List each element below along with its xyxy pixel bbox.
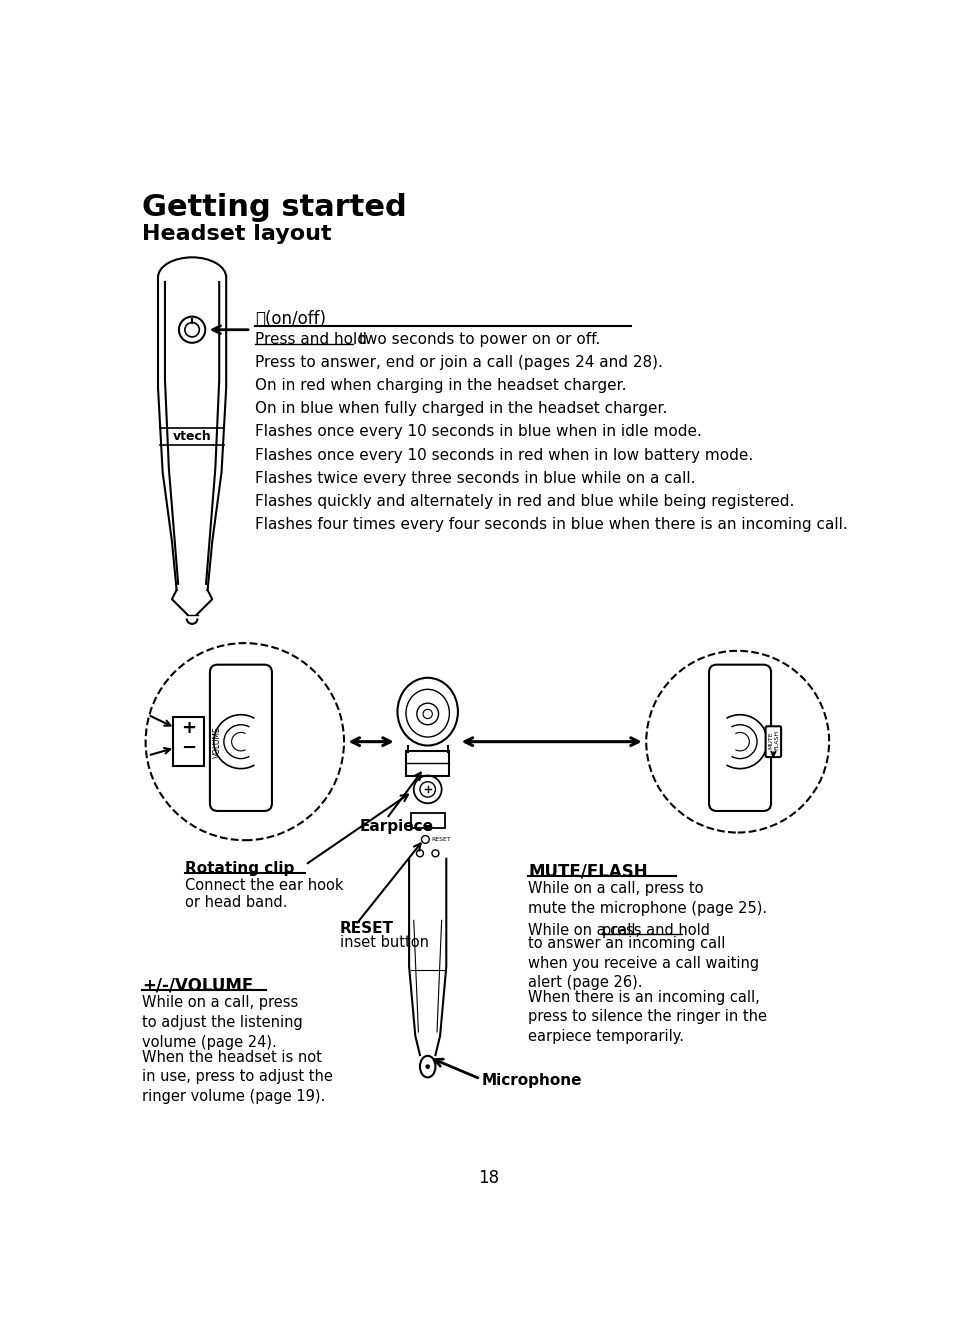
Text: ⏻(on/off): ⏻(on/off) [254,310,326,329]
Text: press and hold: press and hold [601,923,709,938]
FancyBboxPatch shape [173,717,204,767]
Text: Press to answer, end or join a call (pages 24 and 28).: Press to answer, end or join a call (pag… [254,355,662,370]
Text: RESET: RESET [431,836,451,842]
Text: Press and hold: Press and hold [254,333,367,347]
Text: While on a call, press to
mute the microphone (page 25).: While on a call, press to mute the micro… [528,880,767,916]
Text: When there is an incoming call,
press to silence the ringer in the
earpiece temp: When there is an incoming call, press to… [528,990,766,1045]
Text: Connect the ear hook
or head band.: Connect the ear hook or head band. [185,878,343,910]
Text: RESET: RESET [340,921,394,937]
Text: Getting started: Getting started [142,192,407,222]
Text: When the headset is not
in use, press to adjust the
ringer volume (page 19).: When the headset is not in use, press to… [142,1050,333,1105]
Text: 18: 18 [477,1169,499,1186]
Text: Flashes four times every four seconds in blue when there is an incoming call.: Flashes four times every four seconds in… [254,517,846,532]
Text: −: − [180,739,195,756]
Text: Flashes once every 10 seconds in blue when in idle mode.: Flashes once every 10 seconds in blue wh… [254,425,701,440]
Ellipse shape [419,1055,435,1077]
Circle shape [425,1065,430,1069]
Text: While on a call, press
to adjust the listening
volume (page 24).: While on a call, press to adjust the lis… [142,995,303,1050]
Text: to answer an incoming call
when you receive a call waiting
alert (page 26).: to answer an incoming call when you rece… [528,935,759,990]
FancyBboxPatch shape [765,727,781,758]
Text: inset button: inset button [340,935,429,950]
Text: VOLUME: VOLUME [213,725,222,758]
Text: On in red when charging in the headset charger.: On in red when charging in the headset c… [254,378,626,393]
Text: On in blue when fully charged in the headset charger.: On in blue when fully charged in the hea… [254,401,666,417]
Text: MUTE: MUTE [768,731,773,749]
Text: Rotating clip: Rotating clip [185,860,294,876]
Text: While on a call,: While on a call, [528,923,644,938]
FancyBboxPatch shape [410,812,444,828]
FancyBboxPatch shape [708,665,770,811]
Text: Flashes quickly and alternately in red and blue while being registered.: Flashes quickly and alternately in red a… [254,494,794,509]
Text: +/-/VOLUME: +/-/VOLUME [142,977,253,994]
Text: Microphone: Microphone [481,1073,582,1088]
Text: vtech: vtech [172,430,212,444]
Text: Headset layout: Headset layout [142,224,332,244]
Text: Earpiece: Earpiece [359,819,433,834]
Text: Flashes once every 10 seconds in red when in low battery mode.: Flashes once every 10 seconds in red whe… [254,448,752,462]
Text: MUTE/FLASH: MUTE/FLASH [528,863,647,880]
FancyBboxPatch shape [210,665,272,811]
Text: Flashes twice every three seconds in blue while on a call.: Flashes twice every three seconds in blu… [254,470,695,485]
Text: two seconds to power on or off.: two seconds to power on or off. [354,333,599,347]
Text: +: + [180,719,195,737]
FancyBboxPatch shape [406,751,449,776]
Text: FLASH: FLASH [773,729,779,751]
